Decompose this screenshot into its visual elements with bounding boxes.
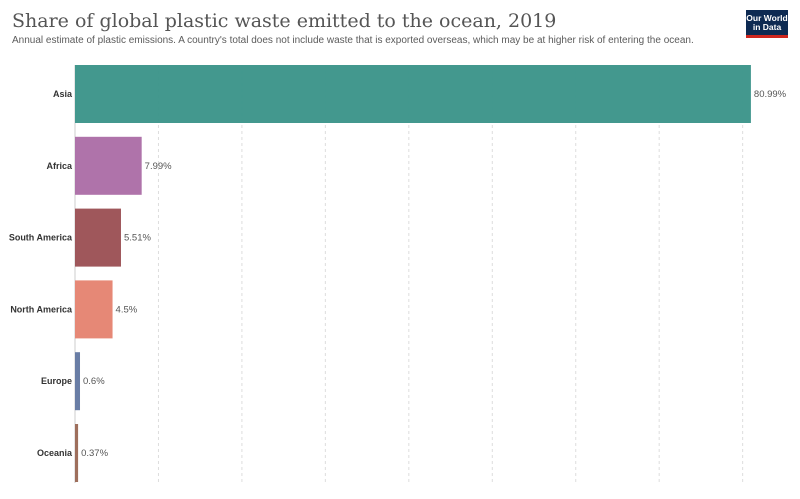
bar	[75, 208, 121, 267]
value-label: 80.99%	[754, 89, 787, 100]
logo-line-1: Our World	[746, 13, 788, 23]
category-label: Asia	[53, 89, 73, 99]
value-label: 5.51%	[124, 233, 151, 244]
bar	[75, 352, 81, 411]
category-label: Europe	[41, 376, 72, 386]
category-label: Africa	[46, 161, 73, 171]
owid-logo[interactable]: Our World in Data	[746, 10, 788, 38]
value-label: 7.99%	[145, 161, 172, 172]
value-label: 0.6%	[83, 376, 105, 387]
logo-line-2: in Data	[752, 22, 782, 32]
logo-accent-bar	[746, 35, 788, 38]
bar	[75, 280, 113, 339]
chart-title: Share of global plastic waste emitted to…	[12, 10, 557, 32]
category-label: Oceania	[37, 448, 73, 458]
value-label: 4.5%	[116, 304, 138, 315]
bar	[75, 136, 142, 195]
category-label: South America	[9, 233, 73, 243]
bar	[75, 424, 79, 482]
value-label: 0.37%	[81, 448, 108, 459]
bar	[75, 65, 751, 123]
chart-subtitle: Annual estimate of plastic emissions. A …	[12, 35, 694, 46]
category-label: North America	[10, 304, 73, 314]
